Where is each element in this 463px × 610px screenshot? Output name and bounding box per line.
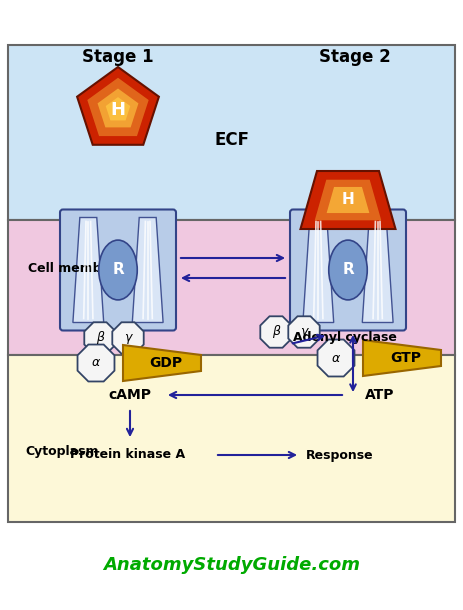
Polygon shape (73, 218, 104, 323)
FancyBboxPatch shape (60, 209, 176, 331)
Polygon shape (77, 67, 159, 145)
Polygon shape (132, 218, 163, 323)
FancyArrowPatch shape (218, 452, 295, 458)
Text: R: R (342, 262, 354, 278)
Text: ATP: ATP (365, 388, 395, 402)
FancyArrowPatch shape (170, 392, 342, 398)
Polygon shape (318, 340, 355, 376)
Text: α: α (332, 351, 340, 365)
Text: Stage 2: Stage 2 (319, 48, 391, 66)
Polygon shape (84, 322, 116, 354)
Text: AnatomyStudyGuide.com: AnatomyStudyGuide.com (104, 556, 361, 574)
Text: GDP: GDP (150, 356, 182, 370)
FancyArrowPatch shape (293, 335, 323, 343)
Polygon shape (123, 345, 201, 381)
Polygon shape (363, 340, 441, 376)
Text: Protein kinase A: Protein kinase A (70, 448, 186, 462)
FancyArrowPatch shape (183, 275, 285, 281)
FancyArrowPatch shape (181, 255, 283, 261)
Text: Cytoplasm: Cytoplasm (25, 445, 99, 459)
Polygon shape (315, 180, 381, 220)
Polygon shape (113, 322, 144, 354)
FancyArrowPatch shape (127, 411, 133, 435)
Bar (8, 355, 455, 522)
FancyBboxPatch shape (290, 209, 406, 331)
Text: R: R (112, 262, 124, 278)
Polygon shape (300, 171, 395, 229)
FancyArrowPatch shape (350, 348, 356, 390)
Text: β: β (272, 326, 280, 339)
Polygon shape (363, 218, 393, 323)
Ellipse shape (329, 240, 367, 300)
Text: Adenyl cyclase: Adenyl cyclase (293, 331, 397, 345)
FancyArrowPatch shape (350, 337, 356, 362)
Text: H: H (111, 101, 125, 119)
Text: γ: γ (300, 326, 308, 339)
Polygon shape (88, 77, 149, 136)
Bar (8, 220, 455, 355)
Text: ECF: ECF (214, 131, 250, 149)
Polygon shape (260, 317, 292, 348)
Ellipse shape (99, 240, 137, 300)
Text: α: α (92, 356, 100, 370)
Polygon shape (303, 218, 334, 323)
Text: H: H (342, 193, 354, 207)
Text: Response: Response (306, 448, 374, 462)
Text: GTP: GTP (390, 351, 421, 365)
Polygon shape (106, 97, 130, 120)
Bar (8, 45, 455, 220)
Text: Cell membrane: Cell membrane (28, 262, 134, 274)
Polygon shape (98, 88, 138, 127)
Polygon shape (326, 187, 369, 213)
Text: Stage 1: Stage 1 (82, 48, 154, 66)
Polygon shape (77, 345, 114, 381)
Text: cAMP: cAMP (108, 388, 151, 402)
Text: β: β (96, 331, 104, 345)
Polygon shape (288, 317, 320, 348)
Text: γ: γ (124, 331, 131, 345)
